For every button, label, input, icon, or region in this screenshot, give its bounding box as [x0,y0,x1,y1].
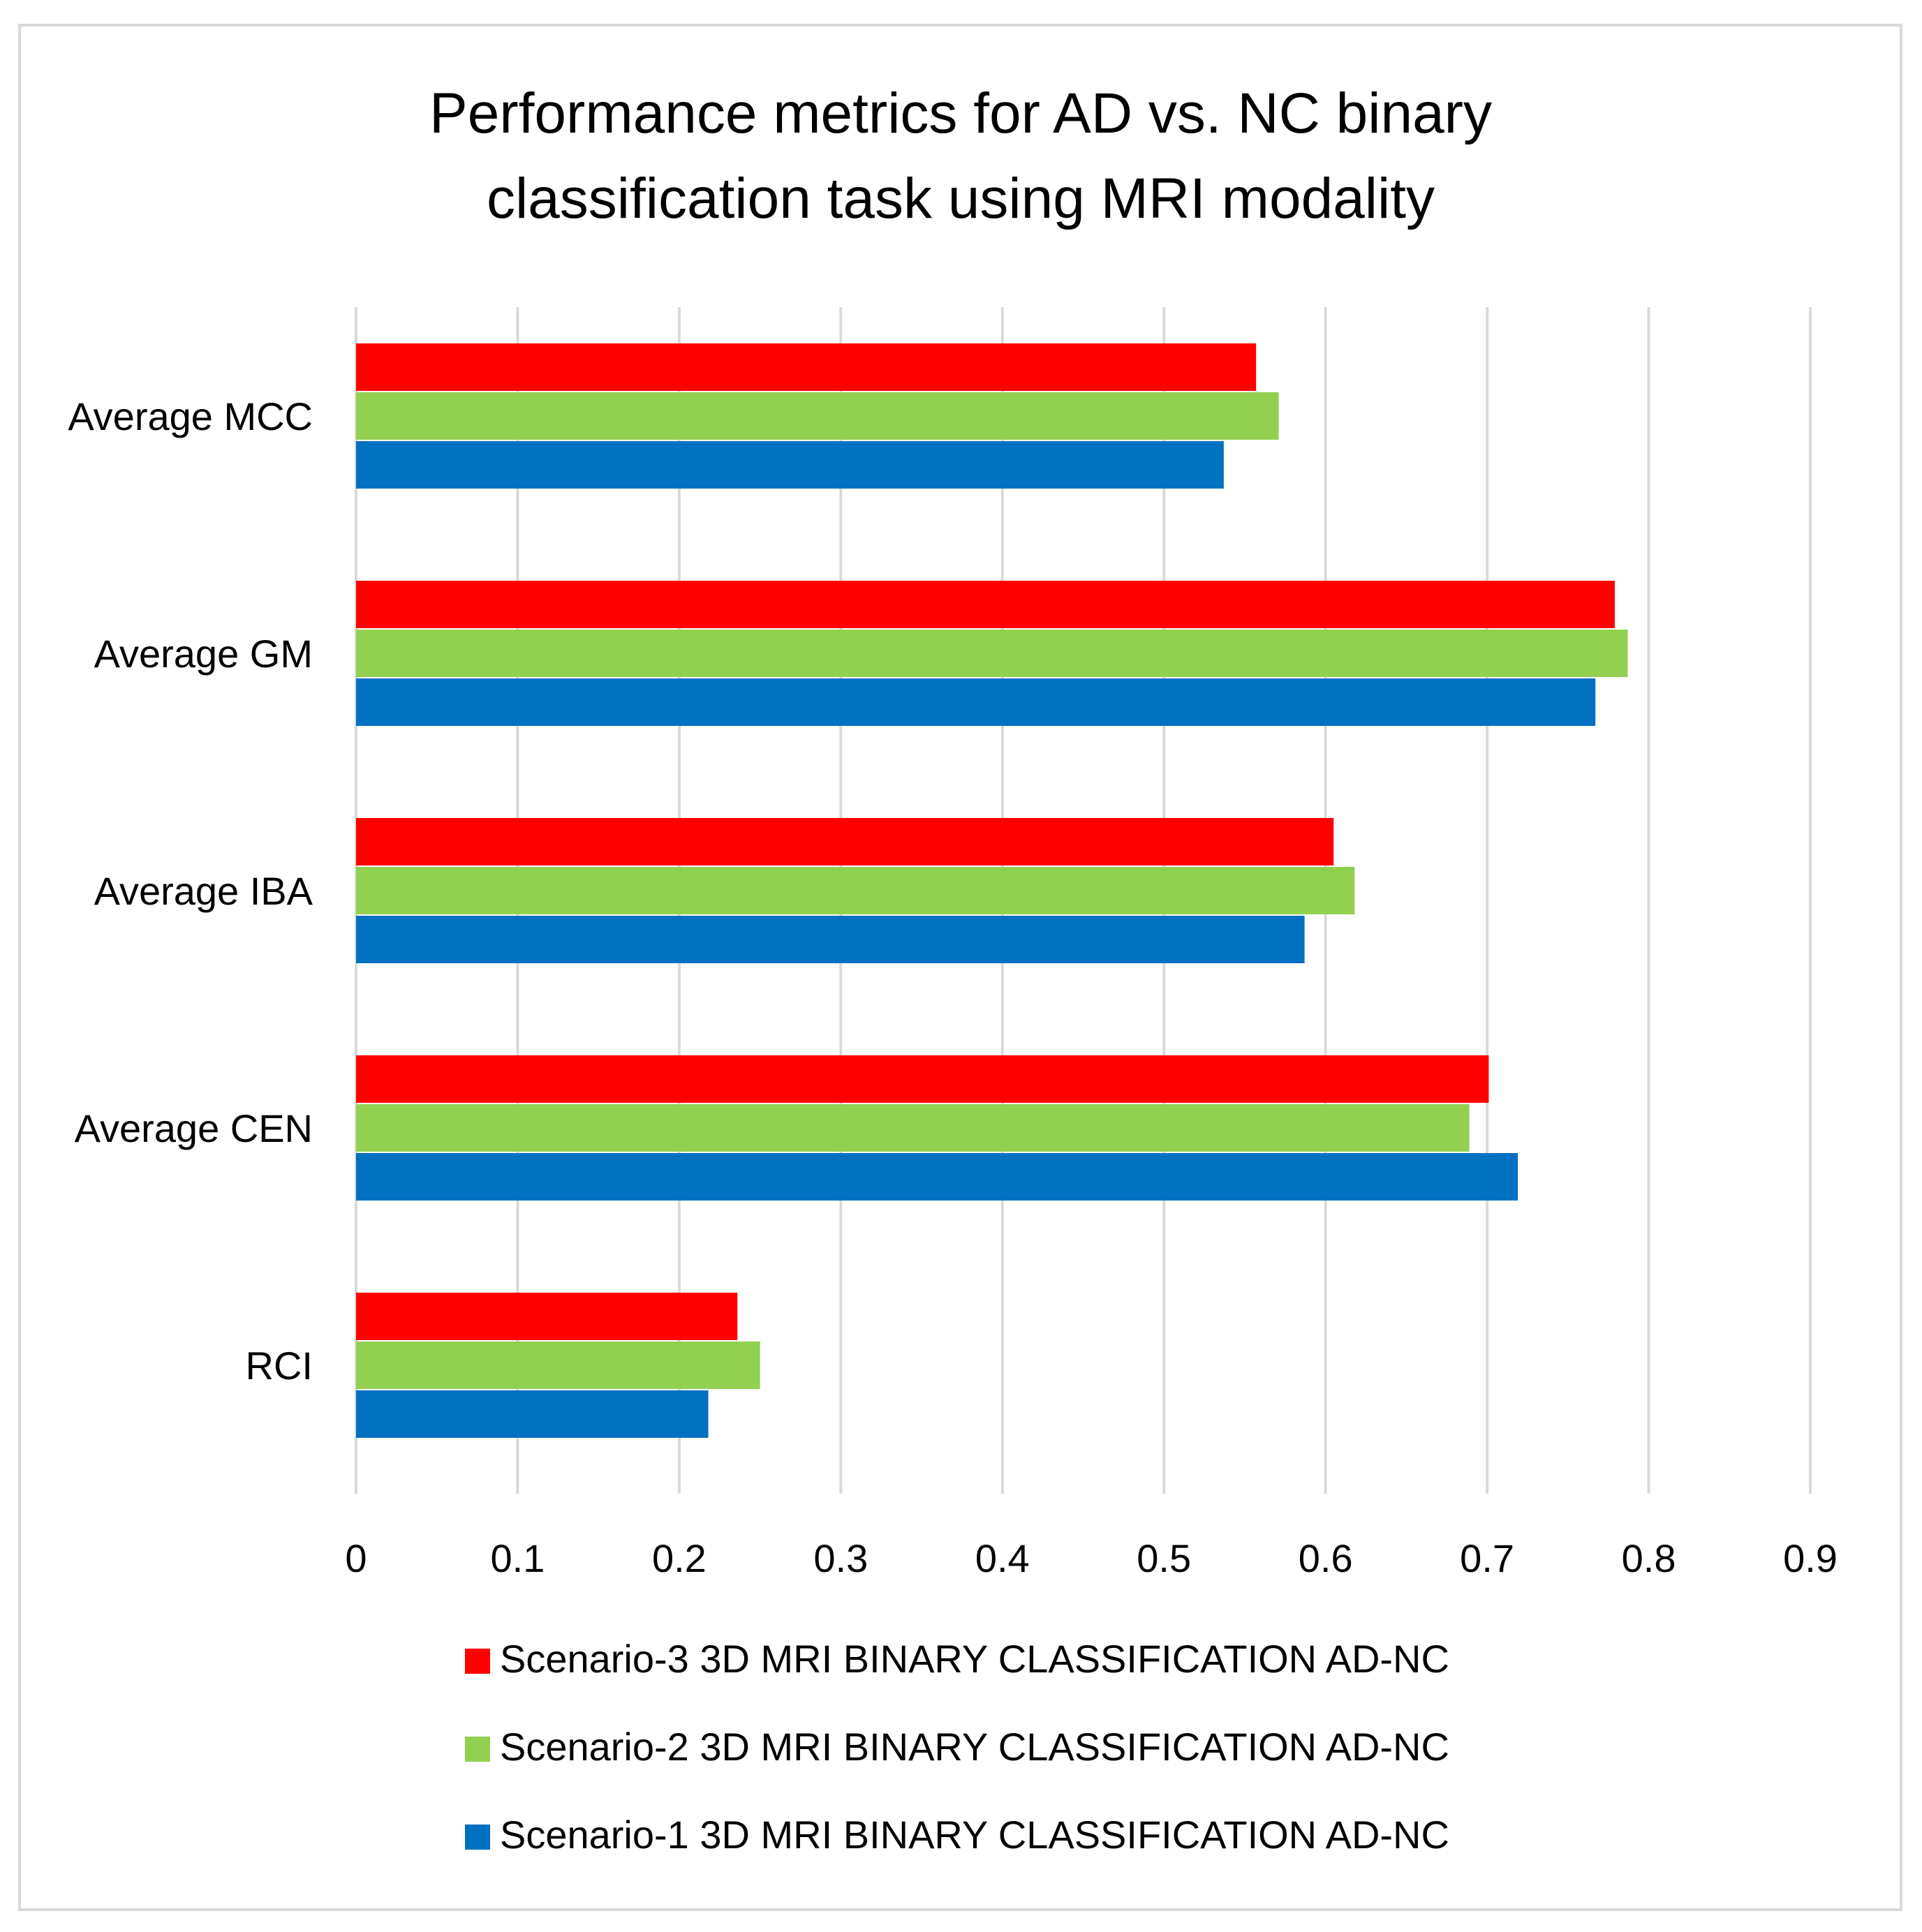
bar-series-3-average-mcc [356,441,1224,489]
bar-series-3-average-cen [356,1153,1518,1201]
bar-series-3-rci [356,1390,709,1438]
x-tick-label: 0 [345,1536,367,1580]
legend-label-1: Scenario-3 3D MRI BINARY CLASSIFICATION … [500,1637,1449,1681]
bar-series-1-average-iba [356,818,1334,865]
chart-title-line-1: Performance metrics for AD vs. NC binary [429,82,1492,145]
bar-series-1-rci [356,1293,738,1340]
x-tick-label: 0.6 [1299,1536,1353,1580]
x-tick-label: 0.8 [1622,1536,1676,1580]
x-tick-label: 0.4 [975,1536,1030,1580]
bar-series-1-average-gm [356,581,1615,628]
category-labels: Average MCC Average GM Average IBA Average … [68,394,313,1388]
legend-swatch-1 [465,1649,490,1674]
chart-title-line-2: classification task using MRI modality [487,167,1435,230]
bar-series-2-average-mcc [356,392,1279,440]
bar-series-2-rci [356,1342,760,1389]
legend-swatch-2 [465,1737,490,1762]
category-label: Average MCC [68,394,313,438]
legend-label-2: Scenario-2 3D MRI BINARY CLASSIFICATION … [500,1725,1449,1769]
bars [356,343,1628,1438]
chart-border [18,24,1902,1911]
chart-title: Performance metrics for AD vs. NC binary… [429,82,1492,230]
bar-series-2-average-iba [356,867,1355,914]
legend-label-3: Scenario-1 3D MRI BINARY CLASSIFICATION … [500,1813,1449,1857]
category-label: Average GM [94,632,313,676]
x-tick-label: 0.1 [491,1536,545,1580]
category-label: RCI [246,1344,313,1388]
x-tick-label: 0.2 [652,1536,707,1580]
bar-series-3-average-gm [356,678,1596,726]
bar-series-3-average-iba [356,916,1305,963]
category-label: Average CEN [75,1106,313,1150]
x-tick-label: 0.3 [813,1536,868,1580]
x-axis-tick-labels: 0 0.1 0.2 0.3 0.4 0.5 0.6 0.7 0.8 0.9 [345,1536,1838,1580]
bar-series-2-average-gm [356,630,1628,677]
legend: Scenario-3 3D MRI BINARY CLASSIFICATION … [465,1637,1449,1857]
category-label: Average IBA [94,869,313,913]
legend-swatch-3 [465,1825,490,1850]
x-tick-label: 0.7 [1460,1536,1514,1580]
bar-series-1-average-cen [356,1055,1489,1103]
bar-series-2-average-cen [356,1104,1470,1152]
x-tick-label: 0.9 [1783,1536,1838,1580]
x-tick-label: 0.5 [1137,1536,1191,1580]
bar-series-1-average-mcc [356,343,1257,391]
